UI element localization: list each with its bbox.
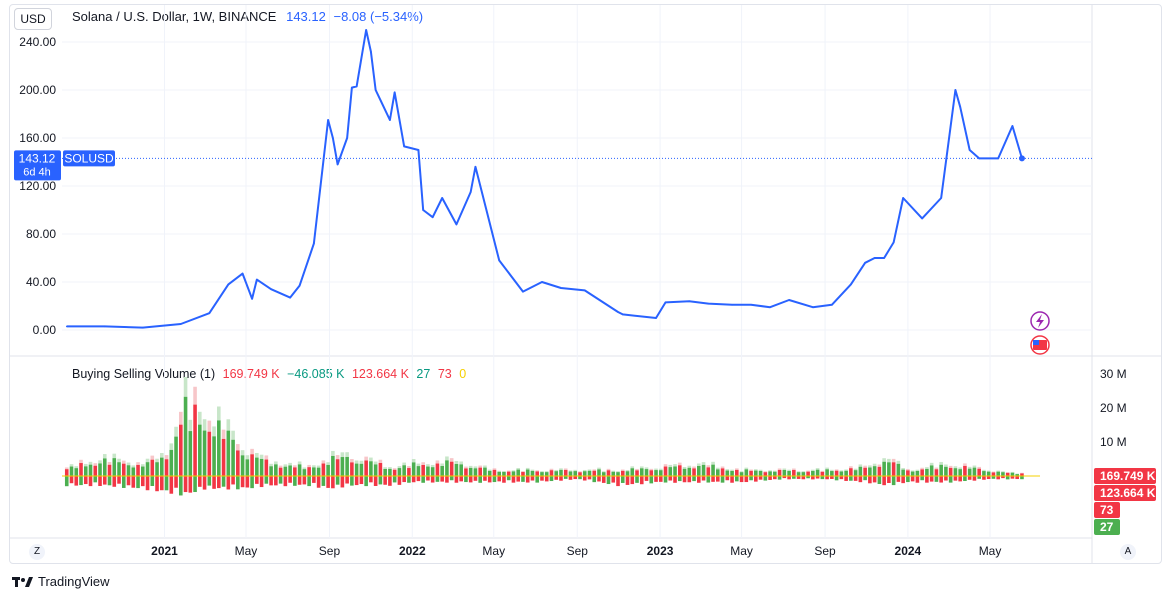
symbol-title[interactable]: Solana / U.S. Dollar, 1W, BINANCE <box>72 9 277 24</box>
tradingview-logo-icon <box>12 576 33 587</box>
price-change: −8.08 (−5.34%) <box>333 9 424 24</box>
last-price: 143.12 <box>286 9 326 24</box>
volume-value-2: −46.085 K <box>287 367 345 381</box>
volume-indicator-name[interactable]: Buying Selling Volume (1) <box>72 367 216 381</box>
footer: TradingView <box>12 574 110 589</box>
volume-value-3: 123.664 K <box>351 367 409 381</box>
chart-frame <box>9 4 1162 564</box>
auto-scale-button[interactable]: A <box>1120 544 1136 560</box>
volume-legend: Buying Selling Volume (1) 169.749 K −46.… <box>72 367 466 381</box>
volume-value-4: 27 <box>416 367 431 381</box>
volume-value-6: 0 <box>459 367 467 381</box>
currency-button[interactable]: USD <box>14 8 52 30</box>
volume-value-1: 169.749 K <box>222 367 280 381</box>
symbol-legend: Solana / U.S. Dollar, 1W, BINANCE 143.12… <box>72 9 423 24</box>
timezone-button[interactable]: Z <box>29 544 45 560</box>
tradingview-brand[interactable]: TradingView <box>38 574 110 589</box>
volume-value-5: 73 <box>437 367 452 381</box>
